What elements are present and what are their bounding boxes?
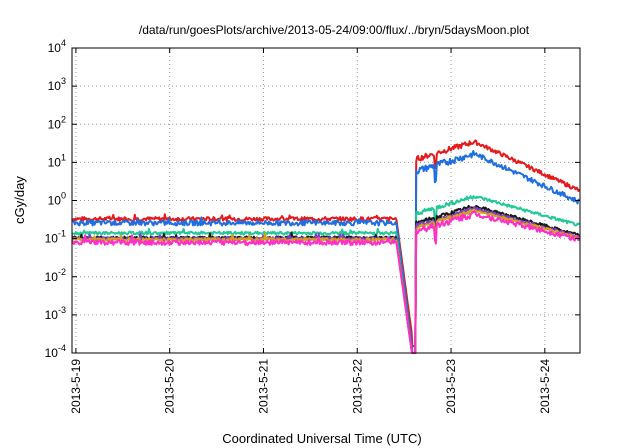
chart-title: /data/run/goesPlots/archive/2013-05-24/0… [139, 23, 530, 37]
y-tick-label: 101 [48, 152, 66, 169]
series-line-1 [71, 139, 581, 348]
series-line-2 [71, 150, 581, 354]
series-line-6 [71, 208, 580, 354]
x-axis: 2013-5-19 2013-5-20 2013-5-21 2013-5-22 2013… [69, 48, 552, 414]
y-tick-label: 100 [48, 191, 66, 208]
y-tick-label: 102 [48, 114, 66, 131]
series-group [71, 139, 581, 354]
y-axis-label: cGy/day [12, 176, 27, 224]
y-tick-label: 10-1 [45, 229, 66, 246]
x-tick-label: 2013-5-21 [256, 359, 270, 414]
y-axis: 10-4 10-3 10-2 10-1 100 101 102 103 104 [45, 38, 580, 360]
y-tick-label: 10-4 [45, 343, 66, 360]
x-tick-label: 2013-5-22 [350, 359, 364, 414]
y-tick-label: 103 [48, 76, 66, 93]
y-tick-label: 104 [48, 38, 66, 55]
y-tick-label: 10-3 [45, 305, 66, 322]
series-line-7 [71, 210, 581, 354]
series-line-4 [71, 204, 581, 354]
series-line-3 [71, 195, 580, 354]
x-tick-label: 2013-5-20 [163, 359, 177, 414]
x-tick-label: 2013-5-19 [69, 359, 83, 414]
x-axis-label: Coordinated Universal Time (UTC) [222, 431, 421, 446]
y-tick-label: 10-2 [45, 267, 66, 284]
x-tick-label: 2013-5-23 [444, 359, 458, 414]
grid [72, 48, 580, 353]
x-tick-label: 2013-5-24 [538, 359, 552, 414]
